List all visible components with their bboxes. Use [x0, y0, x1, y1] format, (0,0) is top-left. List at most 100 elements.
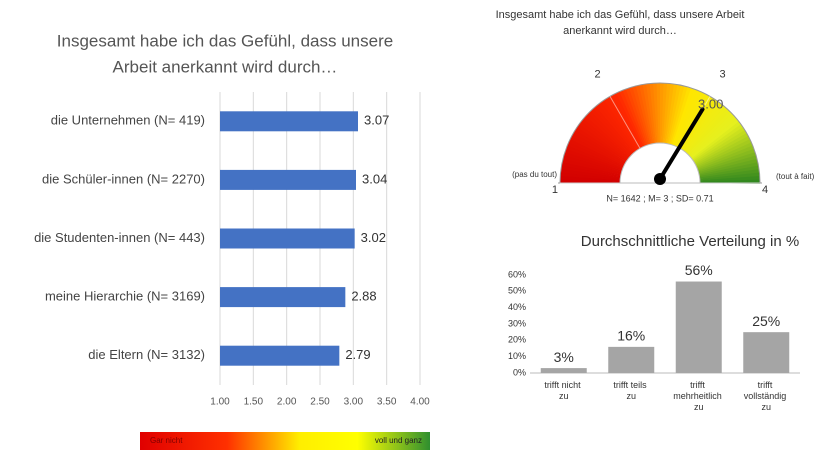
gauge-band	[682, 100, 720, 151]
gauge-band	[646, 83, 657, 144]
chart-title: Arbeit anerkannt wird durch…	[113, 57, 338, 76]
category-label: die Unternehmen (N= 419)	[51, 113, 205, 128]
gauge-tick-label: 4	[762, 184, 768, 196]
gauge-max-label: (tout à fait)	[776, 172, 815, 181]
gauge-band	[581, 118, 630, 159]
gauge-tick-label: 2	[594, 69, 600, 81]
gauge-band	[570, 135, 625, 166]
gauge-band	[695, 139, 752, 167]
value-label: 25%	[752, 313, 780, 329]
y-tick-label: 50%	[508, 286, 526, 296]
category-label: die Eltern (N= 3132)	[88, 347, 205, 362]
chart-title: anerkannt wird durch…	[563, 25, 677, 37]
bar	[220, 111, 358, 132]
gauge-band	[619, 90, 646, 147]
gauge-band	[613, 92, 643, 148]
gauge-band	[692, 124, 744, 161]
gauge-band	[697, 145, 755, 170]
gauge-band	[695, 136, 751, 166]
gauge-band	[684, 104, 725, 153]
x-tick-label-line: trifft	[758, 380, 775, 390]
x-tick-label-line: trifft	[690, 380, 707, 390]
gauge-band	[689, 116, 738, 158]
gauge-band	[676, 91, 705, 148]
bar	[608, 346, 655, 373]
gauge-band	[588, 110, 633, 156]
gauge-band	[685, 106, 728, 154]
gauge-band	[642, 83, 655, 144]
gauge-band	[629, 86, 650, 145]
y-tick-label: 30%	[508, 318, 526, 328]
gauge-min-label: (pas du tout)	[512, 170, 557, 179]
gauge-band	[601, 99, 638, 151]
x-tick-label: 2.00	[277, 397, 297, 408]
gauge-hub-bg	[619, 142, 701, 184]
gauge-band	[625, 87, 648, 146]
y-tick-label: 60%	[508, 269, 526, 279]
gauge-band	[688, 113, 735, 157]
gauge-band	[656, 83, 661, 144]
gauge-hub	[654, 173, 666, 185]
x-tick-label-line: zu	[626, 391, 636, 401]
bar	[220, 169, 356, 190]
gauge-band	[671, 86, 692, 146]
y-tick-label: 0%	[513, 367, 526, 377]
x-tick-label: 2.50	[310, 397, 330, 408]
chart-title: Insgesamt habe ich das Gefühl, dass unse…	[57, 31, 393, 50]
value-label: 56%	[685, 262, 713, 278]
y-tick-label: 10%	[508, 351, 526, 361]
gauge-band	[568, 138, 625, 167]
bar	[220, 228, 355, 249]
gauge-band	[673, 89, 699, 147]
gauge-band	[604, 97, 640, 150]
x-tick-label: trifft teils zu	[613, 380, 649, 401]
x-tick-label: 1.00	[210, 397, 230, 408]
gauge-value-label: 3.00	[698, 96, 723, 111]
chart-title: Insgesamt habe ich das Gefühl, dass unse…	[496, 9, 745, 21]
value-label: 2.79	[345, 347, 370, 362]
value-label: 3%	[554, 349, 574, 365]
category-label: die Schüler-innen (N= 2270)	[42, 171, 205, 186]
x-tick-label-line: trifft teils	[613, 380, 649, 390]
x-tick-label: 1.50	[244, 397, 264, 408]
gauge-band	[687, 111, 733, 156]
gauge-band	[573, 129, 627, 163]
bar	[743, 332, 790, 373]
chart-title: Durchschnittliche Verteilung in %	[581, 233, 799, 250]
x-tick-label: trifft vollständig zu	[744, 380, 789, 412]
x-tick-label: trifft nicht zu	[544, 380, 583, 401]
y-tick-label: 40%	[508, 302, 526, 312]
gauge-band	[691, 121, 742, 160]
gauge-band	[674, 90, 702, 147]
gauge-band	[566, 144, 624, 170]
gauge-band	[639, 84, 654, 144]
bar	[675, 281, 722, 373]
gauge-band	[683, 102, 723, 152]
gauge-band	[635, 85, 652, 145]
x-tick-label: trifft mehrheitlich zu	[673, 380, 724, 412]
gauge-band	[699, 162, 759, 177]
gauge-band	[622, 88, 647, 146]
gauge-band	[669, 85, 689, 145]
gauge-band	[598, 101, 637, 152]
gauge-band	[699, 172, 760, 181]
gauge-band	[698, 158, 758, 175]
y-tick-label: 20%	[508, 335, 526, 345]
gauge-band	[693, 127, 746, 163]
gauge-band	[593, 105, 635, 154]
gauge-band	[577, 123, 628, 161]
gauge-band	[696, 142, 753, 169]
x-tick-label: 4.00	[410, 397, 430, 408]
x-tick-label-line: vollständig	[744, 391, 789, 401]
value-label: 3.07	[364, 113, 389, 128]
gauge-footnote: N= 1642 ; M= 3 ; SD= 0.71	[606, 193, 713, 203]
gauge-band	[694, 133, 749, 165]
bar	[220, 345, 340, 366]
category-label: die Studenten-innen (N= 443)	[34, 230, 205, 245]
category-label: meine Hierarchie (N= 3169)	[45, 289, 205, 304]
gauge-tick	[609, 96, 641, 149]
x-tick-label-line: mehrheitlich	[673, 391, 724, 401]
gauge-band	[699, 165, 760, 178]
gauge-band	[677, 93, 708, 148]
